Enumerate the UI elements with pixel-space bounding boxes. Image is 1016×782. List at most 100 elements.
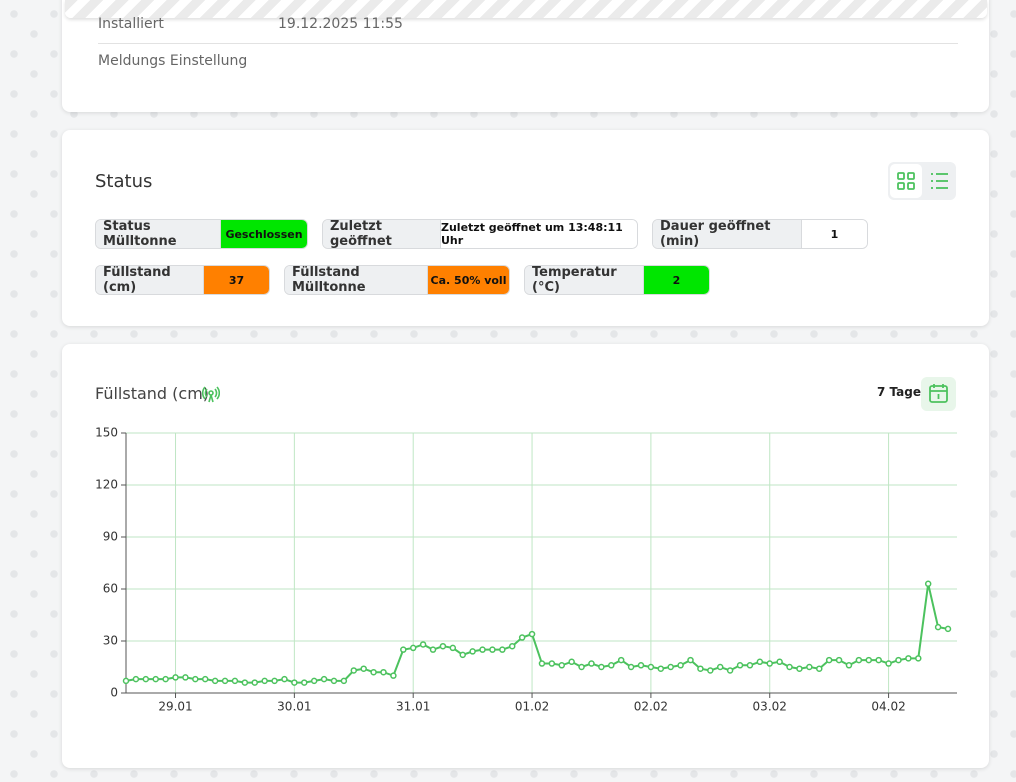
x-tick-label: 02.02 xyxy=(634,700,668,714)
data-point xyxy=(855,656,863,664)
data-point xyxy=(905,655,912,662)
data-point xyxy=(231,677,239,685)
data-point xyxy=(697,665,704,672)
data-point xyxy=(499,646,506,653)
data-point xyxy=(429,646,437,653)
status-card: Status Status Mülltonne Geschlossen Zuletz… xyxy=(62,130,989,326)
data-point xyxy=(707,667,714,674)
data-point xyxy=(122,677,130,685)
data-point xyxy=(687,656,694,664)
data-point xyxy=(617,656,625,664)
live-icon xyxy=(202,386,220,403)
data-point xyxy=(449,644,457,652)
divider xyxy=(98,43,958,44)
data-point xyxy=(816,665,823,672)
data-point xyxy=(241,679,249,686)
data-point xyxy=(528,630,536,638)
data-point xyxy=(786,663,793,671)
chip-value: 2 xyxy=(644,266,709,294)
y-tick-label: 90 xyxy=(103,530,118,544)
data-point xyxy=(320,675,328,683)
data-point xyxy=(409,644,417,652)
info-card: Installiert 19.12.2025 11:55 Meldungs Ei… xyxy=(62,0,989,112)
data-point xyxy=(845,662,853,669)
data-point xyxy=(736,662,744,669)
data-point xyxy=(340,677,348,685)
data-point xyxy=(598,663,605,671)
data-point xyxy=(400,646,407,653)
y-tick-label: 120 xyxy=(95,478,118,492)
data-point xyxy=(489,646,496,653)
data-point xyxy=(132,675,140,683)
x-tick-label: 30.01 xyxy=(277,700,311,714)
status-chip: Zuletzt geöffnet Zuletzt geöffnet um 13:4… xyxy=(322,219,638,249)
data-point xyxy=(172,674,179,681)
chip-value: 1 xyxy=(802,220,867,248)
data-point xyxy=(142,675,150,683)
data-point xyxy=(310,677,318,685)
chip-value: Zuletzt geöffnet um 13:48:11 Uhr xyxy=(441,220,637,248)
chip-value: Geschlossen xyxy=(221,220,307,248)
calendar-button[interactable] xyxy=(921,377,956,411)
striped-bar xyxy=(65,0,987,18)
y-tick-label: 30 xyxy=(103,634,118,648)
data-point xyxy=(746,662,754,669)
chip-label: Temperatur (°C) xyxy=(525,266,644,294)
data-point xyxy=(281,675,288,683)
chip-label: Füllstand Mülltonne xyxy=(285,266,428,294)
data-point xyxy=(301,679,308,686)
data-point xyxy=(370,668,377,676)
data-point xyxy=(667,663,674,671)
data-point xyxy=(558,662,566,669)
data-point xyxy=(211,677,219,685)
x-tick-label: 04.02 xyxy=(871,700,905,714)
data-point xyxy=(835,656,843,664)
data-point xyxy=(291,679,298,686)
data-point xyxy=(538,660,546,667)
x-tick-label: 01.02 xyxy=(515,700,549,714)
x-tick-label: 29.01 xyxy=(158,700,192,714)
data-point xyxy=(469,648,476,655)
data-point xyxy=(152,675,159,683)
grid-view-button[interactable] xyxy=(890,164,922,198)
x-tick-label: 03.02 xyxy=(753,700,787,714)
data-point xyxy=(518,634,526,641)
data-point xyxy=(796,665,803,672)
info-label: Installiert xyxy=(98,16,164,32)
y-tick-label: 0 xyxy=(110,686,118,700)
data-point xyxy=(825,656,833,664)
data-point xyxy=(251,679,258,686)
data-point xyxy=(885,660,892,667)
data-point xyxy=(608,662,615,669)
status-chip: Status Mülltonne Geschlossen xyxy=(95,219,308,249)
chip-label: Dauer geöffnet (min) xyxy=(653,220,802,248)
y-tick-label: 150 xyxy=(95,426,118,440)
data-point xyxy=(588,660,595,667)
data-point xyxy=(647,663,655,671)
data-point xyxy=(637,662,645,669)
info-label[interactable]: Meldungs Einstellung xyxy=(98,53,248,69)
data-point xyxy=(261,677,268,685)
calendar-icon xyxy=(929,384,948,403)
data-point xyxy=(627,663,635,671)
data-point xyxy=(330,677,338,685)
data-point xyxy=(182,674,189,681)
chart-title: Füllstand (cm) xyxy=(95,384,210,403)
status-chip: Temperatur (°C) 2 xyxy=(524,265,710,295)
data-point xyxy=(915,655,922,662)
chart-card: Füllstand (cm) 7 Tage xyxy=(62,344,989,768)
data-point xyxy=(924,580,932,588)
data-point xyxy=(162,675,169,683)
grid-icon xyxy=(897,172,915,190)
data-point xyxy=(459,651,466,659)
chip-value: Ca. 50% voll xyxy=(428,266,509,294)
data-point xyxy=(677,662,684,669)
list-view-button[interactable] xyxy=(924,164,956,198)
chip-value: 37 xyxy=(204,266,269,294)
chip-label: Zuletzt geöffnet xyxy=(323,220,441,248)
status-chip: Dauer geöffnet (min) 1 xyxy=(652,219,868,249)
data-point xyxy=(716,663,724,671)
data-line xyxy=(125,583,949,684)
